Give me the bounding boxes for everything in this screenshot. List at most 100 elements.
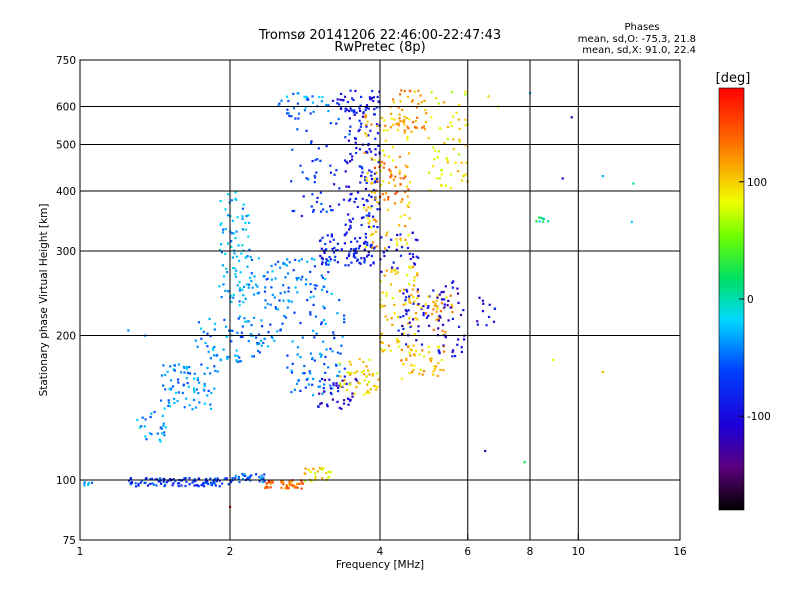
data-point: [274, 263, 277, 266]
data-point: [399, 316, 402, 319]
data-point: [435, 318, 438, 321]
data-point: [303, 472, 306, 475]
data-point: [377, 161, 380, 164]
data-point: [334, 255, 337, 258]
data-point: [223, 275, 226, 278]
data-point: [306, 299, 309, 302]
data-point: [216, 477, 219, 480]
data-point: [455, 111, 458, 114]
data-point: [319, 467, 322, 470]
data-point: [314, 475, 317, 478]
data-point: [171, 484, 174, 487]
data-point: [410, 349, 413, 352]
data-point: [411, 288, 414, 291]
data-point: [378, 90, 381, 93]
data-point: [185, 377, 188, 380]
data-point: [335, 364, 338, 367]
data-point: [332, 384, 335, 387]
data-point: [253, 275, 256, 278]
data-point: [301, 171, 304, 174]
data-point: [155, 484, 158, 487]
data-point: [561, 177, 564, 180]
data-point: [340, 248, 343, 251]
data-point: [450, 303, 453, 306]
data-point: [538, 216, 541, 219]
data-point: [167, 399, 170, 402]
data-point: [263, 473, 266, 476]
data-point: [282, 299, 285, 302]
data-point: [402, 303, 405, 306]
data-point: [182, 383, 185, 386]
data-point: [325, 258, 328, 261]
data-point: [366, 383, 369, 386]
data-point: [168, 387, 171, 391]
data-point: [363, 393, 366, 396]
data-point: [194, 339, 197, 342]
data-point: [332, 331, 335, 334]
data-point: [220, 251, 223, 254]
y-tick-label: 500: [56, 140, 76, 152]
data-point: [310, 205, 313, 208]
data-point: [349, 89, 352, 92]
data-point: [415, 126, 418, 129]
data-point: [360, 122, 363, 125]
data-point: [181, 391, 184, 394]
data-point: [376, 177, 379, 180]
data-point: [365, 375, 368, 378]
data-point: [406, 345, 410, 348]
data-point: [290, 300, 294, 303]
data-point: [248, 276, 252, 279]
data-point: [394, 184, 397, 187]
data-point: [278, 299, 281, 302]
data-point: [412, 344, 415, 347]
y-tick-label: 400: [56, 186, 76, 198]
data-point: [381, 305, 384, 308]
data-point: [367, 381, 371, 384]
data-point: [254, 283, 258, 286]
data-point: [336, 400, 339, 403]
data-point: [287, 112, 290, 115]
data-point: [357, 381, 360, 384]
data-point: [291, 362, 294, 365]
data-point: [365, 209, 368, 212]
data-point: [332, 251, 336, 254]
data-point: [335, 249, 338, 252]
data-point: [458, 325, 461, 328]
data-point: [306, 260, 309, 263]
data-point: [385, 294, 388, 297]
data-point: [240, 252, 243, 255]
data-point: [440, 169, 443, 172]
data-point: [200, 484, 203, 487]
data-point: [437, 327, 440, 330]
data-point: [143, 425, 146, 428]
data-point: [404, 238, 407, 241]
data-point: [209, 357, 212, 360]
data-point: [363, 248, 366, 251]
data-point: [601, 370, 604, 374]
data-point: [404, 296, 408, 299]
data-point: [363, 379, 366, 382]
data-point: [367, 142, 370, 146]
data-point: [376, 124, 379, 127]
data-point: [373, 159, 376, 162]
data-point: [326, 290, 329, 293]
data-point: [296, 278, 299, 281]
data-point: [207, 483, 210, 486]
data-point: [336, 351, 339, 354]
data-point: [350, 192, 353, 195]
data-point: [383, 162, 386, 165]
data-point: [370, 174, 373, 177]
data-point: [257, 350, 260, 353]
data-point: [234, 191, 237, 194]
data-point: [446, 304, 449, 307]
data-point: [327, 366, 330, 369]
data-point: [443, 142, 446, 145]
data-point: [332, 99, 335, 102]
data-point: [396, 337, 399, 341]
data-point: [177, 378, 180, 381]
data-point: [159, 440, 162, 443]
data-point: [263, 290, 266, 293]
data-point: [365, 134, 368, 137]
data-point: [182, 365, 185, 368]
data-point: [354, 377, 357, 381]
